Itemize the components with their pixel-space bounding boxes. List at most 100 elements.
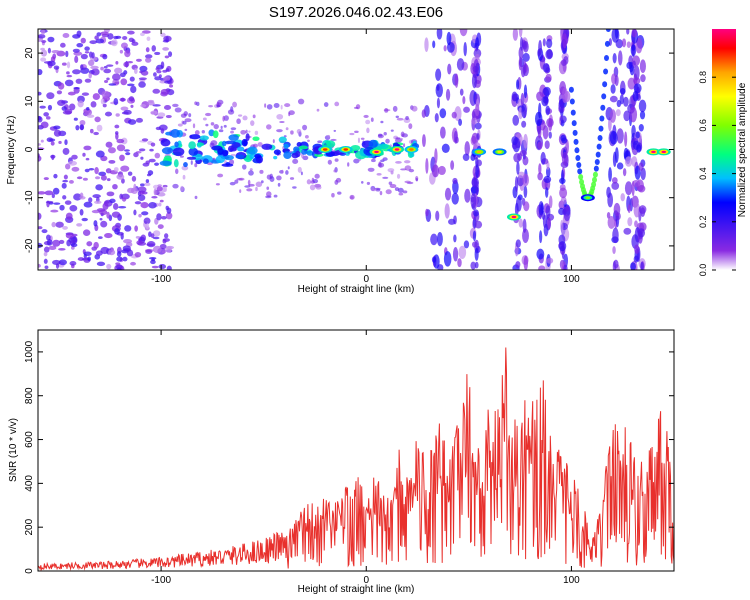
ridge-blob: [249, 154, 255, 160]
noise-speckle: [394, 138, 402, 143]
noise-speckle: [229, 181, 236, 186]
noise-speckle: [69, 205, 78, 212]
noise-speckle: [116, 138, 125, 144]
noise-speckle: [331, 193, 335, 198]
noise-speckle: [40, 49, 48, 57]
noise-speckle: [75, 124, 80, 131]
noise-speckle: [68, 160, 77, 166]
noise-speckle: [353, 158, 360, 164]
ridge-blob: [211, 145, 223, 151]
noise-speckle: [109, 198, 116, 204]
noise-speckle: [148, 231, 152, 238]
noise-speckle: [86, 107, 90, 111]
stripe-speckle: [640, 74, 646, 83]
stripe-speckle: [512, 29, 519, 41]
stripe-speckle: [633, 83, 642, 94]
noise-speckle: [405, 116, 409, 121]
noise-speckle: [335, 177, 342, 183]
noise-speckle: [388, 181, 393, 185]
stripe-speckle: [462, 153, 470, 161]
noise-speckle: [402, 190, 408, 194]
noise-speckle: [41, 229, 48, 234]
noise-speckle: [196, 101, 200, 107]
stripe-speckle: [444, 187, 452, 201]
noise-speckle: [120, 42, 128, 49]
stripe-speckle: [640, 167, 646, 181]
noise-speckle: [108, 159, 116, 164]
snr-frame: [37, 329, 675, 572]
noise-speckle: [280, 104, 283, 110]
stripe-speckle: [558, 241, 567, 252]
stripe-speckle: [561, 59, 567, 67]
ridge-blob: [189, 134, 201, 140]
stripe-speckle: [611, 181, 620, 190]
stripe-speckle: [523, 84, 528, 99]
noise-speckle: [86, 114, 95, 118]
noise-speckle: [75, 78, 83, 84]
noise-speckle: [120, 78, 128, 86]
noise-speckle: [398, 192, 404, 196]
noise-speckle: [172, 183, 179, 189]
noise-speckle: [38, 212, 42, 220]
noise-speckle: [53, 125, 61, 130]
noise-speckle: [95, 38, 105, 44]
noise-speckle: [177, 123, 183, 127]
noise-speckle: [102, 202, 109, 210]
noise-speckle: [166, 265, 172, 270]
stripe-speckle: [624, 181, 633, 196]
noise-speckle: [366, 181, 371, 185]
noise-speckle: [154, 152, 161, 159]
noise-speckle: [279, 120, 285, 124]
noise-speckle: [104, 200, 110, 204]
stripe-speckle: [446, 31, 452, 46]
noise-speckle: [156, 186, 163, 192]
noise-speckle: [81, 92, 90, 96]
noise-speckle: [302, 155, 309, 161]
noise-speckle: [334, 158, 339, 162]
noise-speckle: [385, 138, 390, 144]
ridge-blob: [298, 145, 309, 150]
ridge-peak-core: [585, 196, 591, 199]
stripe-speckle: [425, 208, 429, 217]
stripe-speckle: [523, 255, 529, 270]
noise-speckle: [38, 68, 43, 76]
stripe-speckle: [435, 210, 440, 222]
noise-speckle: [104, 111, 112, 117]
noise-speckle: [73, 193, 82, 201]
stripe-speckle: [471, 117, 478, 125]
noise-speckle: [383, 132, 387, 136]
curve-blob: [598, 125, 604, 132]
noise-speckle: [156, 213, 162, 221]
noise-speckle: [84, 78, 92, 83]
stripe-speckle: [614, 74, 619, 87]
noise-speckle: [62, 225, 68, 230]
noise-speckle: [160, 32, 166, 37]
noise-speckle: [172, 103, 179, 108]
stripe-speckle: [627, 217, 633, 227]
stripe-speckle: [521, 120, 527, 128]
noise-speckle: [165, 212, 173, 220]
noise-speckle: [62, 179, 69, 183]
stripe-speckle: [640, 261, 644, 270]
noise-speckle: [276, 175, 282, 181]
noise-speckle: [92, 194, 101, 199]
curve-blob: [573, 138, 579, 145]
stripe-speckle: [454, 73, 459, 88]
curve-blob: [594, 159, 600, 166]
ridge-peak-core: [651, 150, 656, 154]
noise-speckle: [119, 193, 124, 200]
noise-speckle: [46, 234, 51, 241]
noise-speckle: [61, 182, 67, 189]
stripe-speckle: [476, 159, 482, 167]
noise-speckle: [232, 101, 238, 108]
noise-speckle: [84, 168, 90, 173]
stripe-speckle: [430, 233, 438, 246]
noise-speckle: [126, 249, 134, 257]
noise-speckle: [127, 171, 133, 176]
colorbar-tick-label: 0.0: [698, 264, 708, 277]
noise-speckle: [46, 92, 55, 100]
noise-speckle: [105, 141, 113, 148]
noise-speckle: [58, 259, 67, 266]
noise-speckle: [146, 36, 151, 42]
